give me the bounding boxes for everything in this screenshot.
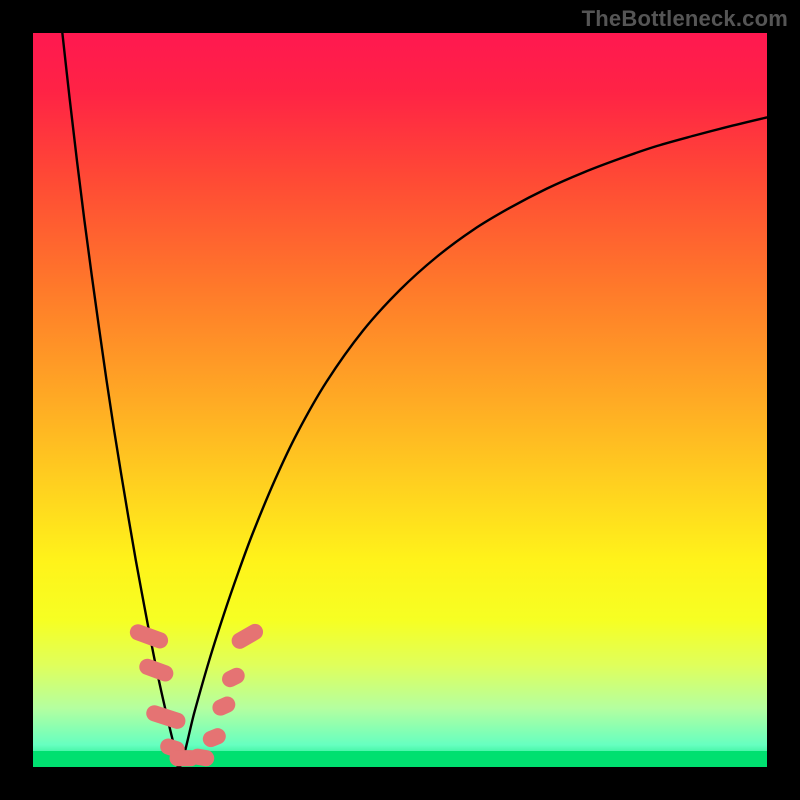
data-marker	[137, 656, 176, 683]
data-marker	[229, 621, 266, 652]
bottleneck-curve	[62, 33, 767, 767]
chart-svg	[33, 33, 767, 767]
data-marker	[219, 665, 247, 690]
data-marker	[210, 694, 238, 718]
data-marker	[200, 726, 228, 750]
plot-area	[33, 33, 767, 767]
watermark-text: TheBottleneck.com	[582, 6, 788, 32]
